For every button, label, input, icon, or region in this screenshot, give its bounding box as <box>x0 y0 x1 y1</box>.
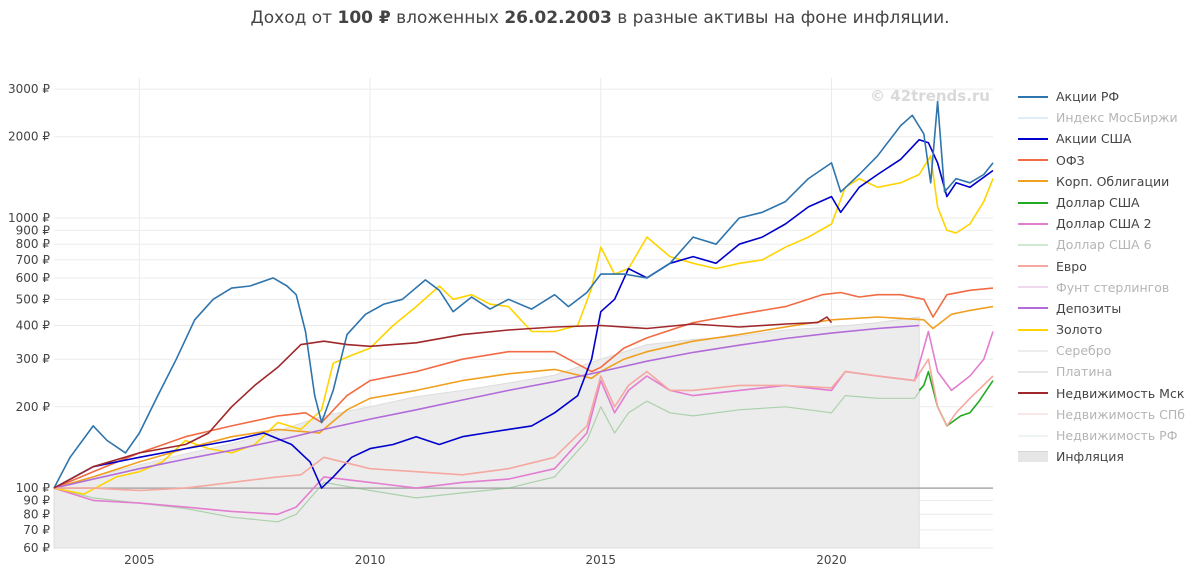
series-line-8 <box>54 358 994 492</box>
legend-label: Недвижимость РФ <box>1056 428 1178 443</box>
legend-label: Корп. Облигации <box>1056 173 1170 189</box>
y-tick-label: 500 ₽ <box>16 292 51 306</box>
y-tick-label: 600 ₽ <box>16 271 51 285</box>
legend-item[interactable]: Индекс МосБиржи <box>1018 107 1198 128</box>
y-tick-label: 400 ₽ <box>16 318 51 332</box>
legend-swatch <box>1018 328 1048 331</box>
y-tick-label: 800 ₽ <box>16 237 51 251</box>
legend-label: Доллар США 6 <box>1056 237 1152 253</box>
x-tick-label: 2015 <box>586 553 617 567</box>
legend-label: Недвижимость СПб <box>1056 406 1186 422</box>
legend-label: Платина <box>1056 364 1113 380</box>
legend-item[interactable]: Инфляция <box>1018 446 1198 467</box>
y-tick-label: 900 ₽ <box>16 223 51 237</box>
legend-swatch <box>1018 265 1048 268</box>
legend-swatch <box>1018 243 1048 246</box>
y-tick-label: 2000 ₽ <box>8 130 50 144</box>
series-line-7 <box>53 385 925 523</box>
legend-item[interactable]: Недвижимость Мск <box>1018 383 1198 404</box>
legend-item[interactable]: Серебро <box>1018 340 1198 361</box>
legend-swatch <box>1018 222 1048 225</box>
legend-item[interactable]: Евро <box>1018 256 1198 277</box>
y-tick-label: 90 ₽ <box>23 493 50 507</box>
y-tick-label: 1000 ₽ <box>8 211 50 225</box>
x-tick-label: 2010 <box>355 553 386 567</box>
legend-swatch <box>1018 451 1048 463</box>
legend-label: Серебро <box>1056 343 1112 359</box>
legend-label: Золото <box>1056 322 1103 338</box>
legend-item[interactable]: Корп. Облигации <box>1018 171 1198 192</box>
legend-swatch <box>1018 349 1048 352</box>
chart-legend: Акции РФ Индекс МосБиржи Акции США ОФЗ Корп.… <box>1018 86 1198 467</box>
legend-swatch <box>1018 159 1048 162</box>
series-line-0 <box>53 100 994 489</box>
legend-swatch <box>1018 392 1048 395</box>
y-tick-label: 80 ₽ <box>23 507 50 521</box>
legend-swatch <box>1018 201 1048 204</box>
series-line-5 <box>918 370 994 427</box>
legend-item[interactable]: ОФЗ <box>1018 150 1198 171</box>
legend-item[interactable]: Акции РФ <box>1018 86 1198 107</box>
legend-label: Евро <box>1056 258 1087 274</box>
legend-label: Фунт стерлингов <box>1056 279 1170 295</box>
legend-item[interactable]: Золото <box>1018 319 1198 340</box>
legend-label: Индекс МосБиржи <box>1056 110 1178 126</box>
watermark: © 42trends.ru <box>870 87 990 105</box>
y-tick-label: 300 ₽ <box>16 352 51 366</box>
x-tick-label: 2020 <box>816 553 847 567</box>
legend-swatch <box>1018 116 1048 119</box>
chart-title: Доход от 100 ₽ вложенных 26.02.2003 в ра… <box>250 8 950 28</box>
series-line-4 <box>53 305 994 489</box>
legend-item[interactable]: Платина <box>1018 361 1198 382</box>
legend-label: ОФЗ <box>1056 152 1085 168</box>
legend-swatch <box>1018 180 1048 183</box>
series-lines <box>53 100 994 523</box>
legend-item[interactable]: Фунт стерлингов <box>1018 277 1198 298</box>
legend-label: Доллар США 2 <box>1056 216 1152 232</box>
legend-label: Акции США <box>1056 131 1132 147</box>
legend-item[interactable]: Доллар США 6 <box>1018 234 1198 255</box>
series-line-6 <box>53 330 994 516</box>
legend-label: Инфляция <box>1056 449 1124 465</box>
y-tick-label: 3000 ₽ <box>8 82 50 96</box>
legend-label: Недвижимость Мск <box>1056 385 1185 401</box>
legend-label: Доллар США <box>1056 194 1140 210</box>
legend-swatch <box>1018 434 1048 437</box>
legend-item[interactable]: Доллар США <box>1018 192 1198 213</box>
y-tick-label: 200 ₽ <box>16 400 51 414</box>
series-line-3 <box>53 287 994 489</box>
legend-item[interactable]: Недвижимость СПб <box>1018 404 1198 425</box>
series-line-11 <box>53 155 994 495</box>
y-axis-ticks: 60 ₽ 70 ₽ 80 ₽90 ₽100 ₽ 200 ₽ 300 ₽ 400 ₽ 500 … <box>8 82 50 555</box>
x-tick-label: 2005 <box>124 553 155 567</box>
y-tick-label: 100 ₽ <box>16 481 51 495</box>
legend-item[interactable]: Депозиты <box>1018 298 1198 319</box>
legend-item[interactable]: Акции США <box>1018 128 1198 149</box>
legend-item[interactable]: Доллар США 2 <box>1018 213 1198 234</box>
legend-swatch <box>1018 286 1048 289</box>
y-tick-label: 60 ₽ <box>23 541 50 555</box>
x-axis-ticks: 2005 2010 2015 2020 <box>124 553 847 567</box>
legend-swatch <box>1018 307 1048 310</box>
legend-swatch <box>1018 95 1048 98</box>
legend-label: Депозиты <box>1056 300 1122 316</box>
legend-label: Акции РФ <box>1056 89 1120 104</box>
legend-swatch <box>1018 371 1048 374</box>
y-tick-label: 70 ₽ <box>23 523 50 537</box>
legend-swatch <box>1018 137 1048 140</box>
legend-item[interactable]: Недвижимость РФ <box>1018 425 1198 446</box>
series-line-2 <box>53 138 994 489</box>
series-line-10 <box>53 324 920 489</box>
series-line-14 <box>53 316 833 489</box>
legend-swatch <box>1018 413 1048 416</box>
y-tick-label: 700 ₽ <box>16 253 51 267</box>
